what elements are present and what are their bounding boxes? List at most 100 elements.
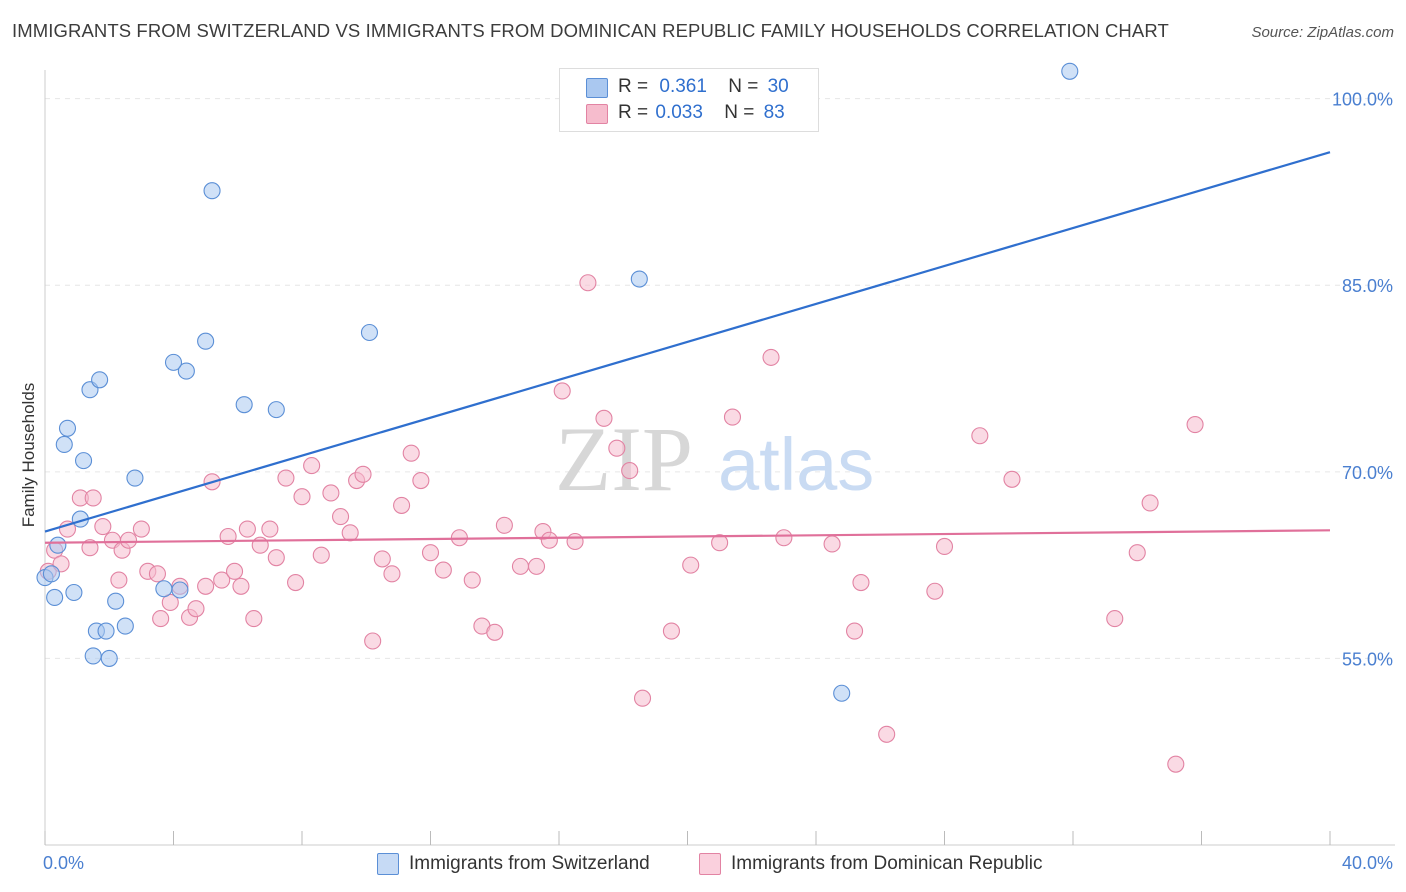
point-switzerland bbox=[107, 592, 125, 610]
y-axis-label: Family Households bbox=[19, 383, 38, 528]
legend-swatch-switzerland bbox=[586, 78, 608, 98]
point-dominican bbox=[148, 565, 166, 583]
point-dominican bbox=[383, 565, 401, 583]
point-dominican bbox=[287, 573, 305, 592]
point-dominican bbox=[775, 529, 793, 547]
y-tick-label: 85.0% bbox=[1342, 276, 1393, 296]
point-dominican bbox=[232, 577, 250, 595]
point-dominican bbox=[527, 557, 546, 575]
legend-r-label: R = bbox=[618, 76, 649, 97]
point-switzerland bbox=[49, 536, 67, 554]
point-dominican bbox=[823, 535, 841, 553]
legend-label-dominican: Immigrants from Dominican Republic bbox=[731, 853, 1043, 874]
point-switzerland bbox=[177, 362, 195, 380]
point-dominican bbox=[364, 632, 382, 650]
point-dominican bbox=[341, 524, 359, 542]
trendline-dominican bbox=[44, 529, 1331, 544]
point-dominican bbox=[152, 610, 170, 628]
point-dominican bbox=[245, 610, 263, 628]
point-switzerland bbox=[126, 469, 144, 487]
point-dominican bbox=[1141, 494, 1159, 512]
point-dominican bbox=[495, 516, 513, 534]
point-dominican bbox=[312, 546, 330, 564]
point-switzerland bbox=[116, 617, 134, 635]
point-switzerland bbox=[65, 583, 83, 602]
point-dominican bbox=[84, 489, 102, 507]
point-dominican bbox=[277, 469, 295, 487]
point-dominican bbox=[434, 561, 452, 579]
watermark-zip: ZIP bbox=[555, 408, 693, 510]
gridlines bbox=[45, 98, 1395, 659]
point-dominican bbox=[1003, 470, 1021, 488]
legend-r-label: R = bbox=[618, 102, 649, 123]
point-switzerland bbox=[75, 452, 93, 470]
point-switzerland bbox=[91, 371, 109, 389]
point-dominican bbox=[579, 274, 597, 292]
point-dominican bbox=[119, 531, 138, 549]
watermark: ZIP atlas bbox=[555, 408, 874, 510]
point-dominican bbox=[110, 571, 128, 589]
point-dominican bbox=[187, 600, 205, 618]
legend-swatch-switzerland bbox=[377, 853, 399, 875]
point-switzerland bbox=[197, 332, 215, 350]
legend-n-label: N = bbox=[724, 102, 755, 123]
chart-title: IMMIGRANTS FROM SWITZERLAND VS IMMIGRANT… bbox=[12, 20, 1169, 41]
legend-n-value: 83 bbox=[763, 102, 785, 123]
point-dominican bbox=[402, 444, 420, 462]
point-dominican bbox=[354, 465, 372, 483]
point-dominican bbox=[566, 532, 584, 551]
point-switzerland bbox=[203, 182, 221, 200]
legend-swatch-dominican bbox=[586, 104, 608, 124]
point-dominican bbox=[511, 557, 530, 575]
point-switzerland bbox=[171, 581, 189, 599]
point-switzerland bbox=[1061, 62, 1079, 80]
legend-r-value: 0.033 bbox=[655, 102, 703, 123]
point-switzerland bbox=[164, 353, 183, 371]
point-dominican bbox=[621, 462, 639, 480]
point-dominican bbox=[293, 488, 311, 506]
point-dominican bbox=[393, 496, 411, 514]
point-dominican bbox=[540, 531, 558, 549]
point-dominican bbox=[852, 573, 870, 592]
y-tick-label: 100.0% bbox=[1332, 90, 1393, 110]
point-dominican bbox=[412, 471, 430, 490]
point-switzerland bbox=[155, 580, 173, 598]
point-switzerland bbox=[833, 684, 851, 702]
point-switzerland bbox=[360, 323, 379, 342]
legend-n-value: 30 bbox=[767, 76, 789, 97]
point-dominican bbox=[608, 439, 626, 457]
point-switzerland bbox=[97, 622, 115, 640]
point-dominican bbox=[762, 348, 780, 366]
point-switzerland bbox=[267, 401, 285, 419]
point-switzerland bbox=[58, 419, 77, 437]
point-dominican bbox=[225, 562, 244, 580]
axes bbox=[44, 70, 1395, 846]
point-dominican bbox=[723, 408, 742, 426]
point-switzerland bbox=[235, 396, 253, 414]
y-tick-label: 55.0% bbox=[1342, 649, 1393, 669]
point-dominican bbox=[926, 582, 944, 600]
point-dominican bbox=[486, 623, 504, 641]
y-tick-label: 70.0% bbox=[1342, 463, 1393, 483]
point-dominican bbox=[1167, 755, 1185, 773]
source-label: Source: ZipAtlas.com bbox=[1251, 24, 1394, 41]
point-dominican bbox=[595, 409, 613, 427]
x-tick-label: 0.0% bbox=[43, 853, 84, 873]
point-switzerland bbox=[46, 588, 64, 607]
correlation-legend: R = 0.361 N = 30 R = 0.033 N = 83 bbox=[559, 68, 819, 132]
point-dominican bbox=[261, 520, 279, 538]
point-dominican bbox=[161, 593, 179, 611]
point-dominican bbox=[94, 518, 112, 536]
point-dominican bbox=[463, 571, 481, 589]
legend-n-label: N = bbox=[728, 76, 759, 97]
point-dominican bbox=[322, 484, 340, 502]
point-dominican bbox=[553, 382, 571, 400]
point-dominican bbox=[682, 556, 700, 574]
point-switzerland bbox=[84, 647, 102, 665]
legend-label-switzerland: Immigrants from Switzerland bbox=[409, 853, 650, 874]
point-dominican bbox=[373, 550, 391, 568]
point-switzerland bbox=[630, 270, 648, 288]
point-dominican bbox=[213, 571, 231, 589]
watermark-atlas: atlas bbox=[718, 423, 874, 506]
